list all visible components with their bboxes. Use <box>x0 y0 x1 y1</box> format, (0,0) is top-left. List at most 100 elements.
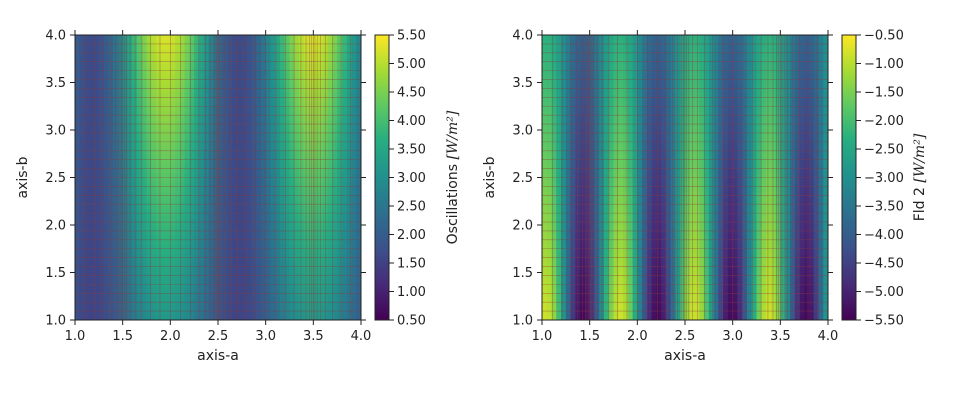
heatmap-cell <box>218 187 223 192</box>
heatmap-cell <box>247 306 252 311</box>
heatmap-cell <box>609 225 614 230</box>
heatmap-cell <box>637 249 642 254</box>
heatmap-cell <box>142 178 147 183</box>
heatmap-cell <box>147 78 152 83</box>
heatmap-cell <box>166 206 171 211</box>
heatmap-cell <box>299 49 304 54</box>
heatmap-cell <box>147 201 152 206</box>
heatmap-cell <box>199 235 204 240</box>
heatmap-cell <box>313 287 318 292</box>
heatmap-cell <box>556 92 561 97</box>
heatmap-cell <box>604 263 609 268</box>
heatmap-cell <box>351 35 356 40</box>
heatmap-cell <box>161 220 166 225</box>
heatmap-cell <box>104 206 109 211</box>
heatmap-cell <box>218 173 223 178</box>
heatmap-cell <box>161 116 166 121</box>
heatmap-cell <box>89 235 94 240</box>
heatmap-cell <box>113 225 118 230</box>
heatmap-cell <box>580 106 585 111</box>
heatmap-cell <box>342 135 347 140</box>
heatmap-cell <box>170 149 175 154</box>
heatmap-cell <box>251 35 256 40</box>
heatmap-cell <box>266 125 271 130</box>
heatmap-cell <box>256 54 261 59</box>
heatmap-cell <box>104 59 109 64</box>
heatmap-cell <box>237 83 242 88</box>
heatmap-cell <box>614 216 619 221</box>
heatmap-cell <box>347 49 352 54</box>
heatmap-cell <box>328 277 333 282</box>
heatmap-cell <box>123 154 128 159</box>
heatmap-cell <box>614 154 619 159</box>
heatmap-cell <box>304 206 309 211</box>
heatmap-cell <box>185 268 190 273</box>
heatmap-cell <box>580 230 585 235</box>
colorbar-label: Oscillations [W/m²] <box>445 110 461 244</box>
heatmap-cell <box>547 277 552 282</box>
heatmap-cell <box>637 173 642 178</box>
heatmap-cell <box>313 87 318 92</box>
heatmap-cell <box>280 83 285 88</box>
heatmap-cell <box>161 45 166 50</box>
heatmap-cell <box>633 135 638 140</box>
heatmap-cell <box>218 201 223 206</box>
heatmap-cell <box>175 78 180 83</box>
heatmap-cell <box>137 216 142 221</box>
heatmap-cell <box>199 301 204 306</box>
heatmap-cell <box>75 206 80 211</box>
heatmap-cell <box>113 192 118 197</box>
heatmap-cell <box>142 116 147 121</box>
heatmap-cell <box>266 87 271 92</box>
heatmap-cell <box>242 154 247 159</box>
heatmap-cell <box>208 220 213 225</box>
heatmap-cell <box>332 106 337 111</box>
heatmap-cell <box>199 73 204 78</box>
heatmap-cell <box>156 244 161 249</box>
heatmap-cell <box>337 130 342 135</box>
heatmap-cell <box>633 78 638 83</box>
heatmap-cell <box>604 258 609 263</box>
heatmap-cell <box>161 125 166 130</box>
heatmap-cell <box>347 292 352 297</box>
heatmap-cell <box>166 268 171 273</box>
heatmap-cell <box>332 287 337 292</box>
heatmap-cell <box>623 235 628 240</box>
heatmap-cell <box>542 87 547 92</box>
heatmap-cell <box>108 287 113 292</box>
heatmap-cell <box>80 230 85 235</box>
heatmap-cell <box>270 106 275 111</box>
heatmap-cell <box>204 263 209 268</box>
heatmap-cell <box>89 154 94 159</box>
heatmap-cell <box>113 116 118 121</box>
heatmap-cell <box>80 78 85 83</box>
heatmap-cell <box>170 301 175 306</box>
heatmap-cell <box>123 206 128 211</box>
heatmap-cell <box>199 54 204 59</box>
heatmap-cell <box>261 230 266 235</box>
heatmap-cell <box>204 144 209 149</box>
heatmap-cell <box>347 277 352 282</box>
heatmap-cell <box>142 149 147 154</box>
heatmap-cell <box>347 59 352 64</box>
heatmap-cell <box>242 230 247 235</box>
heatmap-cell <box>137 59 142 64</box>
heatmap-cell <box>89 197 94 202</box>
y-tick-label: 1.5 <box>45 266 66 281</box>
heatmap-cell <box>313 135 318 140</box>
heatmap-cell <box>623 106 628 111</box>
heatmap-cell <box>351 192 356 197</box>
heatmap-cell <box>251 92 256 97</box>
heatmap-cell <box>614 78 619 83</box>
heatmap-cell <box>313 292 318 297</box>
heatmap-cell <box>185 249 190 254</box>
heatmap-cell <box>342 277 347 282</box>
heatmap-cell <box>628 263 633 268</box>
heatmap-cell <box>256 287 261 292</box>
heatmap-cell <box>142 121 147 126</box>
heatmap-cell <box>542 106 547 111</box>
heatmap-cell <box>108 277 113 282</box>
heatmap-cell <box>609 102 614 107</box>
heatmap-cell <box>247 273 252 278</box>
